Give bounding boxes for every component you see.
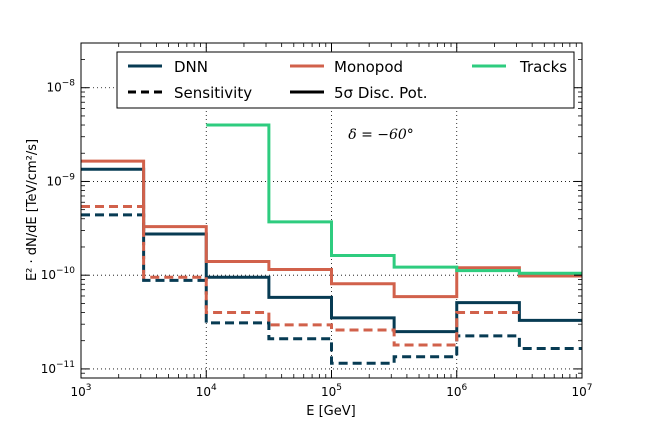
- ticks: [80, 43, 583, 379]
- y-tick-label: 10−9: [46, 172, 75, 188]
- series-monopod-discovery-potential: [81, 159, 582, 299]
- x-tick-label: 107: [571, 383, 592, 399]
- y-axis-label: E² · dN/dE [TeV/cm²/s]: [25, 139, 40, 281]
- x-axis-label: E [GeV]: [306, 404, 355, 419]
- series-tracks-discovery-potential: [206, 123, 582, 275]
- series-dnn-discovery-potential: [81, 167, 582, 334]
- legend: DNN Monopod Tracks Sensitivity 5σ Disc. …: [116, 51, 575, 109]
- x-tick-label: 103: [70, 383, 91, 399]
- legend-label-monopod: Monopod: [334, 58, 403, 76]
- series-layer: [81, 123, 582, 365]
- y-tick-label: 10−10: [41, 266, 76, 282]
- declination-annotation: δ = −60°: [348, 127, 414, 143]
- y-tick-labels: 10−11 10−10 10−9 10−8: [41, 79, 76, 376]
- x-tick-label: 105: [321, 383, 342, 399]
- y-tick-label: 10−11: [41, 360, 75, 376]
- series-dnn-sensitivity: [81, 213, 582, 365]
- legend-label-discovery-potential: 5σ Disc. Pot.: [334, 84, 427, 102]
- legend-label-dnn: DNN: [174, 58, 208, 76]
- y-tick-label: 10−8: [46, 79, 75, 95]
- legend-label-tracks: Tracks: [519, 58, 567, 76]
- legend-label-sensitivity: Sensitivity: [174, 84, 252, 102]
- series-monopod-sensitivity: [81, 205, 520, 347]
- x-tick-label: 104: [196, 383, 217, 399]
- x-tick-label: 106: [446, 383, 467, 399]
- x-tick-labels: 103 104 105 106 107: [70, 383, 592, 399]
- legend-box: [116, 51, 575, 109]
